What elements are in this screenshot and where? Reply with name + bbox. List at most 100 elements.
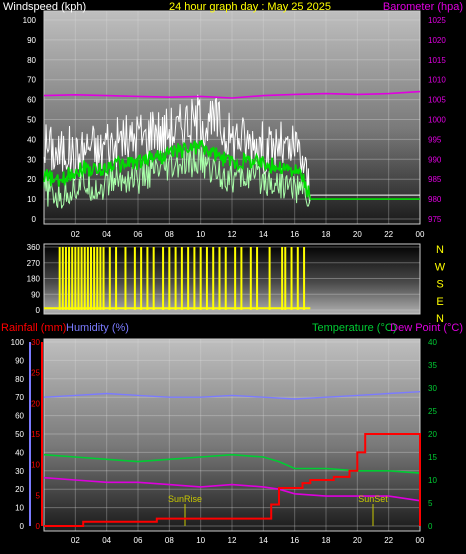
- wind-x-tick-label: 06: [134, 230, 143, 239]
- wind-x-tick-label: 08: [165, 230, 174, 239]
- humidity-tick-label: 20: [15, 485, 24, 494]
- temperature-axis-label: Temperature (°C): [312, 322, 396, 334]
- humidity-tick-label: 40: [15, 448, 24, 457]
- temp-x-tick-label: 00: [416, 536, 425, 545]
- direction-tick-label: 90: [31, 290, 40, 299]
- temperature-tick-label: 40: [428, 338, 437, 347]
- humidity-tick-label: 100: [11, 338, 25, 347]
- wind-tick-label: 80: [27, 56, 36, 65]
- plot-area-direction: [43, 243, 421, 315]
- barometer-tick-label: 990: [428, 155, 442, 164]
- humidity-tick-label: 50: [15, 430, 24, 439]
- temperature-tick-label: 15: [428, 453, 437, 462]
- compass-label: S: [436, 279, 443, 291]
- temperature-tick-label: 35: [428, 361, 437, 370]
- direction-tick-label: 270: [27, 259, 41, 268]
- wind-average-line: [43, 139, 420, 200]
- barometer-tick-label: 985: [428, 175, 442, 184]
- wind-x-tick-label: 18: [322, 230, 331, 239]
- humidity-tick-label: 70: [15, 393, 24, 402]
- wind-gust-line: [43, 94, 420, 204]
- barometer-tick-label: 1000: [428, 116, 446, 125]
- temp-x-tick-label: 10: [196, 536, 205, 545]
- rain-tick-label: 20: [31, 399, 40, 408]
- temp-x-tick-label: 02: [71, 536, 80, 545]
- wind-tick-label: 90: [27, 36, 36, 45]
- temp-x-tick-label: 20: [353, 536, 362, 545]
- wind-x-tick-label: 10: [196, 230, 205, 239]
- rain-axis-label: Rainfall (mm): [1, 322, 66, 334]
- rain-tick-label: 0: [36, 522, 41, 531]
- rain-tick-label: 10: [31, 461, 40, 470]
- tick-labels: 0102030405060708090100975980985990995100…: [11, 16, 447, 545]
- temperature-tick-label: 5: [428, 499, 433, 508]
- chart-title: 24 hour graph day : May 25 2025: [169, 1, 331, 13]
- barometer-line: [43, 90, 421, 99]
- compass-label: N: [436, 244, 444, 256]
- temperature-tick-label: 30: [428, 384, 437, 393]
- wind-tick-label: 30: [27, 155, 36, 164]
- humidity-tick-label: 60: [15, 412, 24, 421]
- temp-x-tick-label: 04: [102, 536, 111, 545]
- humidity-tick-label: 30: [15, 467, 24, 476]
- wind-tick-label: 0: [32, 215, 37, 224]
- wind-x-tick-label: 12: [228, 230, 237, 239]
- temp-x-tick-label: 08: [165, 536, 174, 545]
- sun-event-label: SunRise: [168, 494, 202, 504]
- wind-tick-label: 100: [23, 16, 37, 25]
- humidity-tick-label: 80: [15, 375, 24, 384]
- rain-tick-label: 25: [31, 369, 40, 378]
- humidity-tick-label: 90: [15, 356, 24, 365]
- direction-tick-label: 360: [27, 243, 41, 252]
- rain-tick-label: 5: [36, 491, 41, 500]
- wind-tick-label: 20: [27, 175, 36, 184]
- rain-tick-label: 30: [31, 338, 40, 347]
- barometer-tick-label: 1015: [428, 56, 446, 65]
- humidity-axis-label: Humidity (%): [66, 322, 129, 334]
- wind-x-tick-label: 02: [71, 230, 80, 239]
- wind-x-tick-label: 04: [102, 230, 111, 239]
- temp-x-tick-label: 14: [259, 536, 268, 545]
- wind-x-tick-label: 00: [416, 230, 425, 239]
- rainfall-line: [44, 433, 421, 527]
- barometer-tick-label: 1025: [428, 16, 446, 25]
- chart-marks: [29, 90, 421, 527]
- temp-x-tick-label: 06: [134, 536, 143, 545]
- direction-tick-label: 0: [36, 306, 41, 315]
- wind-tick-label: 40: [27, 135, 36, 144]
- temp-x-tick-label: 18: [322, 536, 331, 545]
- humidity-line: [43, 391, 421, 400]
- direction-tick-label: 180: [27, 275, 41, 284]
- wind-tick-label: 10: [27, 195, 36, 204]
- barometer-tick-label: 980: [428, 195, 442, 204]
- wind-x-tick-label: 16: [290, 230, 299, 239]
- dewpoint-line: [43, 476, 421, 502]
- wind-x-tick-label: 20: [353, 230, 362, 239]
- plot-area-wind: [43, 10, 421, 225]
- temp-x-tick-label: 16: [290, 536, 299, 545]
- left-axis-label-wind: Windspeed (kph): [3, 1, 86, 13]
- barometer-tick-label: 1005: [428, 96, 446, 105]
- right-axis-label-barometer: Barometer (hpa): [383, 1, 463, 13]
- barometer-tick-label: 975: [428, 215, 442, 224]
- wind-x-tick-label: 22: [384, 230, 393, 239]
- compass-label: E: [436, 296, 443, 308]
- temperature-tick-label: 10: [428, 476, 437, 485]
- temp-x-tick-label: 12: [228, 536, 237, 545]
- temperature-tick-label: 25: [428, 407, 437, 416]
- humidity-tick-label: 10: [15, 504, 24, 513]
- barometer-tick-label: 995: [428, 135, 442, 144]
- compass-label: N: [436, 313, 444, 325]
- temperature-tick-label: 0: [428, 522, 433, 531]
- dewpoint-axis-label: Dew Point (°C): [390, 322, 463, 334]
- plot-area-temperature: [43, 338, 421, 532]
- temp-x-tick-label: 22: [384, 536, 393, 545]
- wind-tick-label: 50: [27, 116, 36, 125]
- rain-tick-label: 15: [31, 430, 40, 439]
- humidity-tick-label: 0: [20, 522, 25, 531]
- sun-event-label: SunSet: [358, 494, 388, 504]
- compass-label: W: [435, 261, 446, 273]
- barometer-tick-label: 1020: [428, 36, 446, 45]
- wind-tick-label: 60: [27, 96, 36, 105]
